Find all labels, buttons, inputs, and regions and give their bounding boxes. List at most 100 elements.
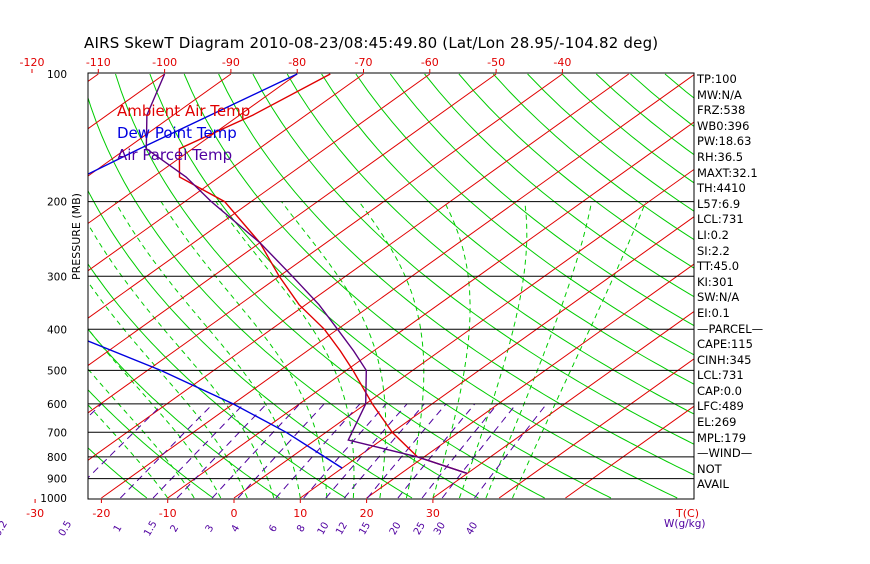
pressure-tick-label: 700 bbox=[47, 427, 67, 439]
index-line: CAPE:115 bbox=[697, 337, 763, 353]
pressure-tick-label: 900 bbox=[47, 474, 67, 486]
moist-adiabat-line bbox=[282, 202, 386, 498]
isotherm-line bbox=[0, 74, 496, 498]
dry-adiabat-line bbox=[493, 74, 870, 498]
dry-adiabat-line bbox=[665, 74, 870, 498]
index-line: TP:100 bbox=[697, 72, 763, 88]
mixing-ratio-label: 2 bbox=[169, 523, 182, 534]
pressure-tick-label: 500 bbox=[47, 365, 67, 377]
mixing-ratio-unit-label: W(g/kg) bbox=[664, 518, 706, 530]
index-line: AVAIL bbox=[697, 477, 763, 493]
index-line: LCL:731 bbox=[697, 212, 763, 228]
legend-air-parcel-temp: Air Parcel Temp bbox=[117, 146, 232, 164]
moist-adiabat-line bbox=[161, 202, 327, 498]
legend-ambient-air-temp: Ambient Air Temp bbox=[117, 102, 250, 120]
index-line: LFC:489 bbox=[697, 399, 763, 415]
mixing-ratio-label: 8 bbox=[295, 523, 308, 534]
index-line: TT:45.0 bbox=[697, 259, 763, 275]
dry-adiabat-line bbox=[768, 74, 870, 498]
dry-adiabat-line bbox=[425, 74, 870, 498]
index-line: MW:N/A bbox=[697, 88, 763, 104]
dry-adiabat-line bbox=[0, 74, 14, 498]
dry-adiabat-line bbox=[184, 74, 677, 498]
index-line: PW:18.63 bbox=[697, 134, 763, 150]
mixing-ratio-line bbox=[120, 404, 212, 498]
chart-title: AIRS SkewT Diagram 2010-08-23/08:45:49.8… bbox=[84, 34, 658, 52]
index-line: MAXT:32.1 bbox=[697, 166, 763, 182]
index-line: SW:N/A bbox=[697, 290, 763, 306]
moist-adiabat-line bbox=[459, 202, 526, 498]
index-line: MPL:179 bbox=[697, 431, 763, 447]
mixing-ratio-label: 40 bbox=[464, 520, 480, 537]
dry-adiabat-line bbox=[0, 74, 81, 498]
top-temp-tick-label: -100 bbox=[152, 56, 177, 69]
isotherm-line bbox=[367, 74, 870, 498]
top-temp-tick-label: -80 bbox=[288, 56, 306, 69]
mixing-ratio-line bbox=[238, 404, 324, 498]
isotherm-line bbox=[168, 74, 762, 498]
pressure-tick-label: 400 bbox=[47, 324, 67, 336]
mixing-ratio-line bbox=[212, 404, 300, 498]
top-temp-tick-label: -50 bbox=[487, 56, 505, 69]
moist-adiabat-line bbox=[433, 202, 470, 498]
index-line: —PARCEL— bbox=[697, 322, 763, 338]
legend-dew-point-temp: Dew Point Temp bbox=[117, 124, 237, 142]
index-line: L57:6.9 bbox=[697, 197, 763, 213]
mixing-ratio-label: 0.2 bbox=[0, 519, 10, 538]
mixing-ratio-line bbox=[68, 404, 163, 498]
bottom-temp-tick-label: 10 bbox=[293, 507, 307, 520]
bottom-temp-tick-label: -30 bbox=[26, 507, 44, 520]
index-line: WB0:396 bbox=[697, 119, 763, 135]
mixing-ratio-label: 25 bbox=[412, 520, 428, 537]
mixing-ratio-line bbox=[367, 404, 446, 498]
index-line: CAP:0.0 bbox=[697, 384, 763, 400]
mixing-ratio-label: 6 bbox=[267, 523, 280, 534]
bottom-temp-tick-label: 0 bbox=[231, 507, 238, 520]
pressure-tick-label: 800 bbox=[47, 452, 67, 464]
pressure-tick-label: 600 bbox=[47, 399, 67, 411]
index-line: LI:0.2 bbox=[697, 228, 763, 244]
top-temp-tick-label: -70 bbox=[355, 56, 373, 69]
dry-adiabat-line bbox=[802, 74, 870, 498]
index-line: —WIND— bbox=[697, 446, 763, 462]
pressure-tick-label: 100 bbox=[47, 69, 67, 81]
mixing-ratio-line bbox=[422, 404, 497, 498]
y-axis-label: PRESSURE (MB) bbox=[70, 193, 83, 280]
pressure-tick-label: 300 bbox=[47, 271, 67, 283]
mixing-ratio-label: 20 bbox=[388, 520, 404, 537]
index-line: TH:4410 bbox=[697, 181, 763, 197]
moist-adiabat-line bbox=[486, 202, 592, 498]
isotherm-line bbox=[0, 74, 32, 498]
mixing-ratio-label: 3 bbox=[204, 523, 217, 534]
dry-adiabat-line bbox=[356, 74, 870, 498]
index-line: EI:0.1 bbox=[697, 306, 763, 322]
moist-adiabat-line bbox=[216, 202, 354, 498]
bottom-temp-tick-label: -10 bbox=[159, 507, 177, 520]
pressure-tick-label: 1000 bbox=[40, 493, 67, 505]
index-line: FRZ:538 bbox=[697, 103, 763, 119]
top-temp-tick-label: -110 bbox=[86, 56, 111, 69]
pressure-tick-label: 200 bbox=[47, 197, 67, 209]
index-line: CINH:345 bbox=[697, 353, 763, 369]
index-line: RH:36.5 bbox=[697, 150, 763, 166]
moist-adiabat-line bbox=[115, 202, 300, 498]
top-temp-tick-label: -60 bbox=[421, 56, 439, 69]
isotherm-line bbox=[433, 74, 870, 498]
mixing-ratio-label: 12 bbox=[334, 520, 350, 537]
top-temp-tick-label: -120 bbox=[20, 56, 45, 69]
mixing-ratio-label: 1.5 bbox=[142, 519, 159, 538]
mixing-ratio-label: 0.5 bbox=[57, 519, 74, 538]
isobars bbox=[88, 202, 694, 479]
index-line: SI:2.2 bbox=[697, 244, 763, 260]
mixing-ratio-label: 15 bbox=[357, 520, 373, 537]
top-temp-tick-label: -40 bbox=[553, 56, 571, 69]
top-temp-tick-label: -90 bbox=[222, 56, 240, 69]
bottom-temp-tick-label: 20 bbox=[360, 507, 374, 520]
bottom-temp-tick-label: 30 bbox=[426, 507, 440, 520]
dry-adiabat-line bbox=[390, 74, 870, 498]
index-line: EL:269 bbox=[697, 415, 763, 431]
mixing-ratio-label: 1 bbox=[112, 523, 125, 534]
index-line: NOT bbox=[697, 462, 763, 478]
